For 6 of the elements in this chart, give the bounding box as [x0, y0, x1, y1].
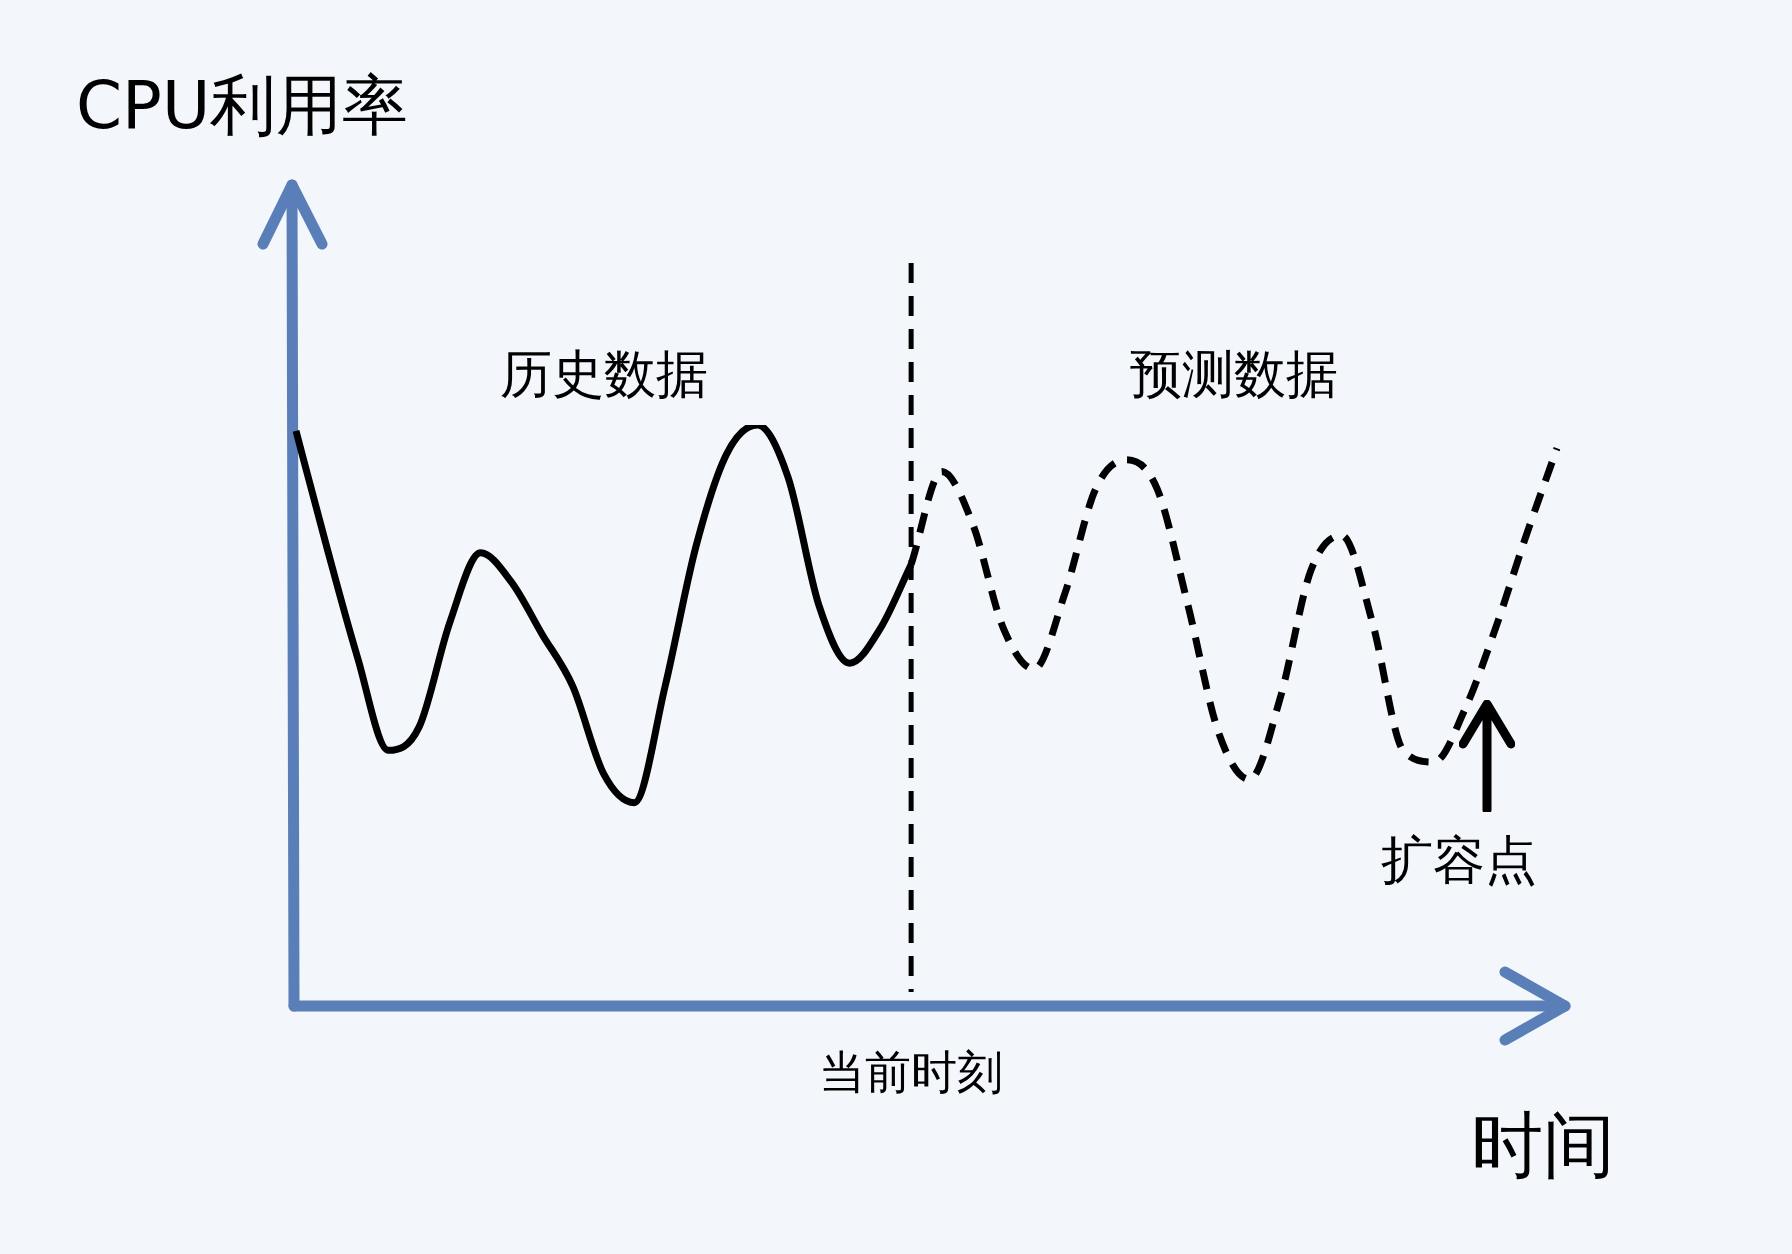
series-label: 历史数据 — [499, 344, 708, 404]
x-axis-title: 时间 — [1471, 1103, 1615, 1187]
y-axis-title: CPU利用率 — [76, 67, 409, 144]
text: 当前时刻 — [819, 1045, 1004, 1099]
annotation: 扩容点 — [1380, 830, 1537, 890]
series-label: 预测数据 — [1130, 344, 1339, 404]
